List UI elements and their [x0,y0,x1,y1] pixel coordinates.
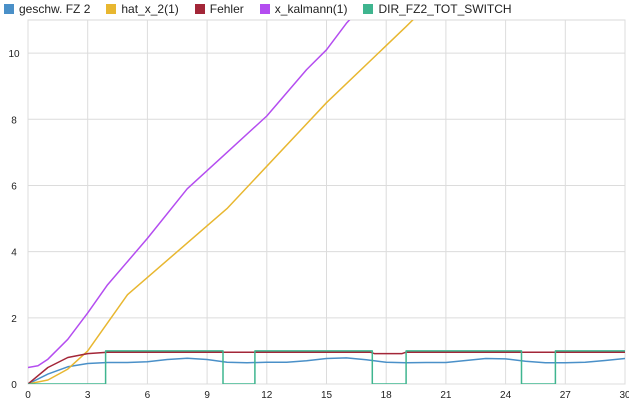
x-tick-label: 18 [381,390,393,401]
legend-label: DIR_FZ2_TOT_SWITCH [378,2,512,16]
y-tick-label: 6 [11,181,17,192]
series-line-2 [28,351,625,384]
legend-label: Fehler [209,2,244,16]
series-lines [28,20,625,384]
x-tick-label: 30 [619,390,629,401]
y-tick-label: 10 [8,49,20,60]
legend-item[interactable]: DIR_FZ2_TOT_SWITCH [363,2,512,16]
grid [27,20,626,385]
series-line-3 [28,20,351,369]
series-line-1 [28,20,414,384]
x-tick-label: 9 [204,390,210,401]
legend-swatch [194,4,205,14]
legend: geschw. FZ 2 hat_x_2(1) Fehler x_kalmann(1)… [0,0,629,18]
y-tick-label: 0 [11,380,17,391]
x-tick-label: 0 [25,390,31,401]
y-tick-label: 8 [11,115,17,126]
legend-item[interactable]: Fehler [194,2,244,16]
legend-item[interactable]: x_kalmann(1) [259,2,348,16]
y-tick-label: 2 [11,314,17,325]
x-tick-label: 3 [85,390,91,401]
legend-label: x_kalmann(1) [274,2,348,16]
legend-swatch [363,4,374,14]
series-line-4 [28,350,625,384]
legend-swatch [106,4,117,14]
legend-item[interactable]: geschw. FZ 2 [4,2,90,16]
x-tick-label: 27 [560,390,572,401]
legend-item[interactable]: hat_x_2(1) [106,2,179,16]
legend-swatch [259,4,270,14]
x-tick-label: 12 [261,390,273,401]
series-line-0 [28,357,625,384]
x-tick-label: 21 [440,390,452,401]
y-tick-label: 4 [11,248,17,259]
legend-label: hat_x_2(1) [121,2,179,16]
legend-label: geschw. FZ 2 [19,2,91,16]
x-tick-label: 24 [500,390,512,401]
x-tick-label: 15 [321,390,333,401]
x-tick-label: 6 [145,390,151,401]
legend-swatch [4,4,14,14]
y-tick-labels: 0 2 4 6 8 10 [8,49,20,391]
x-tick-labels: 0 3 6 9 12 15 18 21 24 27 30 [25,390,629,401]
